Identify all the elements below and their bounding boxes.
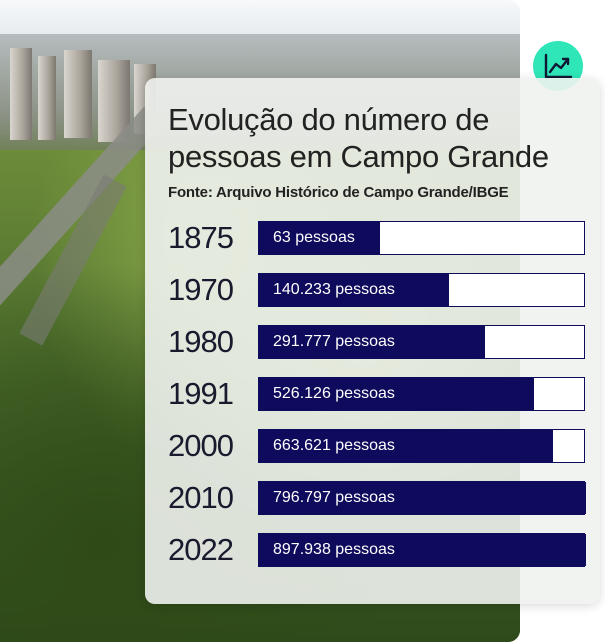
- bar-track: 526.126 pessoas: [258, 377, 585, 411]
- year-label: 1991: [168, 376, 234, 411]
- year-label: 2010: [168, 480, 234, 515]
- bar-row: 1875 63 pessoas: [168, 220, 588, 257]
- bar-track: 663.621 pessoas: [258, 429, 585, 463]
- bar: [259, 378, 534, 410]
- bar-track: 796.797 pessoas: [258, 481, 586, 515]
- bar-value-label: 140.233 pessoas: [273, 281, 395, 298]
- year-label: 1875: [168, 220, 234, 255]
- bar-value-label: 897.938 pessoas: [273, 541, 395, 558]
- bar-value-label: 63 pessoas: [273, 229, 355, 246]
- bar: [259, 430, 553, 462]
- year-label: 1970: [168, 272, 234, 307]
- bar-row: 2022 897.938 pessoas: [168, 532, 588, 569]
- year-label: 1980: [168, 324, 234, 359]
- bar-track: 63 pessoas: [258, 221, 585, 255]
- bar-row: 1980 291.777 pessoas: [168, 324, 588, 361]
- bar-value-label: 663.621 pessoas: [273, 437, 395, 454]
- bar-row: 2000 663.621 pessoas: [168, 428, 588, 465]
- bar-track: 291.777 pessoas: [258, 325, 585, 359]
- chart-title: Evolução do número de pessoas em Campo G…: [168, 102, 549, 174]
- bar: [259, 274, 449, 306]
- bar-row: 2010 796.797 pessoas: [168, 480, 588, 517]
- building: [10, 48, 32, 140]
- bar: [259, 222, 380, 254]
- bar-row: 1970 140.233 pessoas: [168, 272, 588, 309]
- year-label: 2000: [168, 428, 234, 463]
- year-label: 2022: [168, 532, 234, 567]
- bar-track: 897.938 pessoas: [258, 533, 586, 567]
- bar: [259, 482, 586, 514]
- chart-source: Fonte: Arquivo Histórico de Campo Grande…: [168, 184, 509, 201]
- bar-value-label: 291.777 pessoas: [273, 333, 395, 350]
- bar-row: 1991 526.126 pessoas: [168, 376, 588, 413]
- bar: [259, 326, 485, 358]
- bar-track: 140.233 pessoas: [258, 273, 585, 307]
- building: [38, 56, 56, 140]
- bar: [259, 534, 586, 566]
- bar-value-label: 796.797 pessoas: [273, 489, 395, 506]
- bar-value-label: 526.126 pessoas: [273, 385, 395, 402]
- building: [64, 50, 92, 138]
